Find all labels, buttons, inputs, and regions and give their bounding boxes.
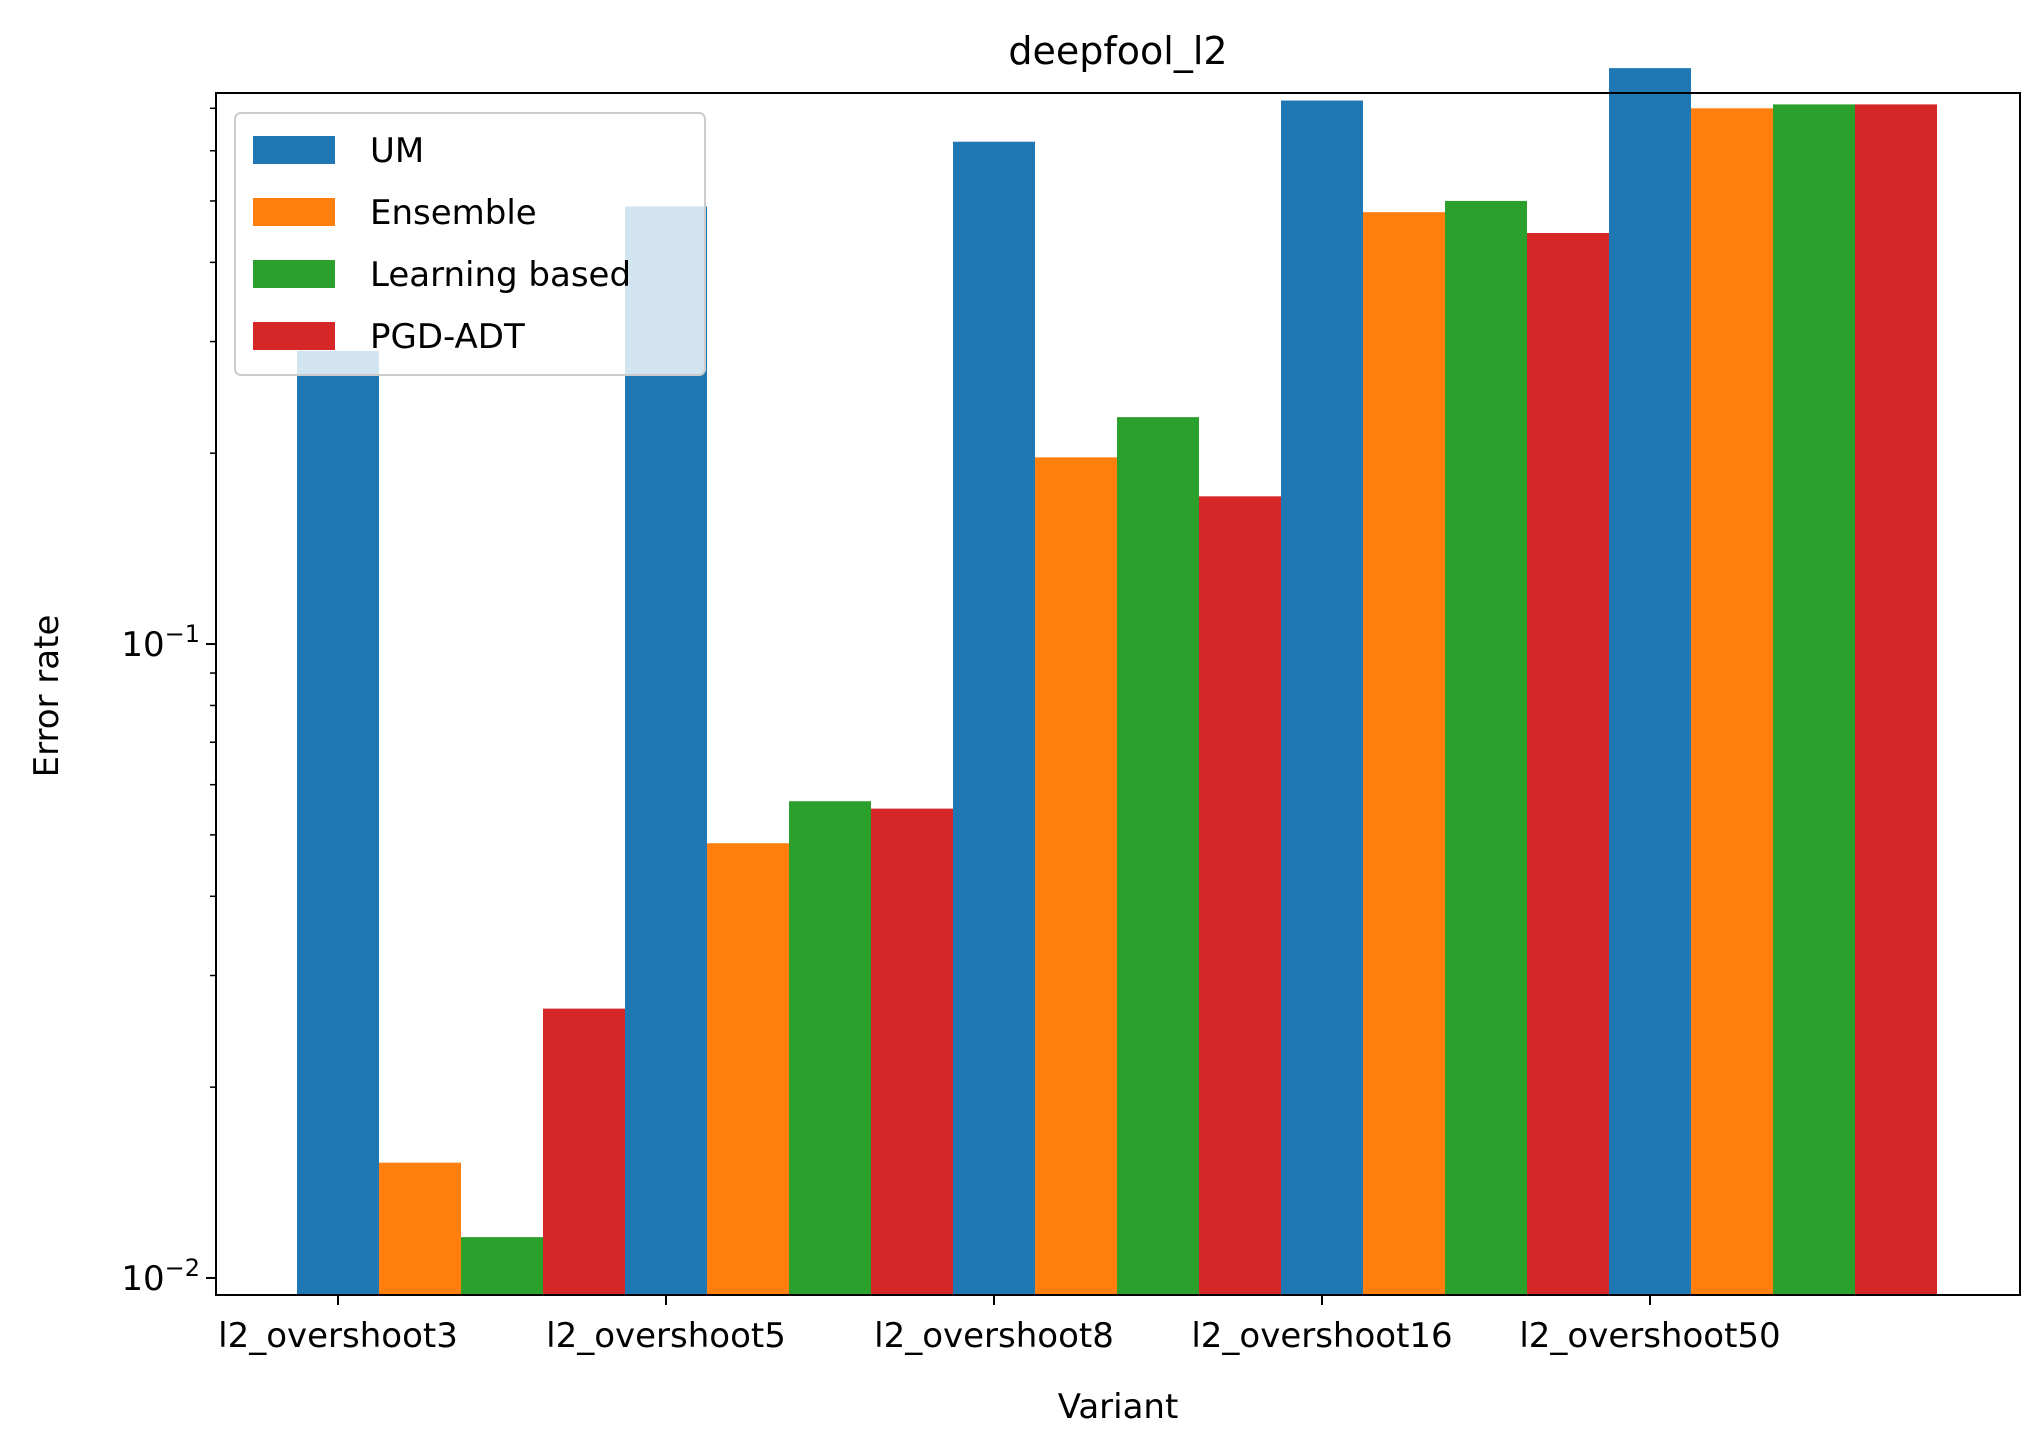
bar-learning-based-l2_overshoot5 [789, 801, 871, 1295]
x-tick-label: l2_overshoot5 [546, 1316, 786, 1356]
plot-frame [215, 92, 2021, 1296]
bar-ensemble-l2_overshoot3 [379, 1162, 461, 1295]
bar-pgd-adt-l2_overshoot8 [1199, 496, 1281, 1295]
legend-label: PGD-ADT [370, 317, 525, 357]
y-ticks: 10−1 10−2 [121, 107, 216, 1299]
bar-pgd-adt-l2_overshoot50 [1855, 104, 1937, 1295]
bar-um-l2_overshoot5 [625, 206, 707, 1295]
bar-um-l2_overshoot16 [1281, 100, 1363, 1295]
bar-um-l2_overshoot8 [953, 141, 1035, 1296]
x-ticks: l2_overshoot3 l2_overshoot5 l2_overshoot8 l… [218, 1295, 1781, 1356]
y-axis-label: Error rate [27, 615, 67, 778]
legend-items: UM Ensemble Learning based PGD-ADT [253, 131, 631, 357]
x-axis-label: Variant [1058, 1387, 1179, 1427]
bar-learning-based-l2_overshoot16 [1445, 200, 1527, 1295]
chart-title: deepfool_l2 [1008, 29, 1227, 73]
x-tick-label: l2_overshoot50 [1519, 1316, 1780, 1356]
bar-ensemble-l2_overshoot16 [1363, 212, 1445, 1295]
bar-pgd-adt-l2_overshoot5 [871, 808, 953, 1295]
bar-pgd-adt-l2_overshoot16 [1527, 233, 1609, 1295]
bar-ensemble-l2_overshoot8 [1035, 457, 1117, 1296]
bar-ensemble-l2_overshoot50 [1691, 108, 1773, 1296]
y-tick-label: 10−2 [121, 1254, 200, 1299]
legend-label: UM [370, 131, 424, 171]
bar-pgd-adt-l2_overshoot3 [543, 1008, 625, 1295]
legend-swatch-pgd-adt [253, 322, 335, 350]
legend-label: Learning based [370, 255, 631, 295]
bar-um-l2_overshoot50 [1609, 68, 1691, 1296]
legend: UM Ensemble Learning based PGD-ADT [234, 112, 706, 376]
legend-swatch-ensemble [253, 198, 335, 226]
legend-label: Ensemble [370, 193, 537, 233]
y-tick-label: 10−1 [121, 620, 200, 665]
bar-learning-based-l2_overshoot50 [1773, 104, 1855, 1295]
bars-group [297, 68, 1937, 1296]
bar-ensemble-l2_overshoot5 [707, 843, 789, 1295]
legend-swatch-um [253, 136, 335, 164]
legend-swatch-learning-based [253, 260, 335, 288]
bar-learning-based-l2_overshoot3 [461, 1237, 543, 1295]
x-tick-label: l2_overshoot16 [1191, 1316, 1452, 1356]
x-tick-label: l2_overshoot3 [218, 1316, 458, 1356]
x-tick-label: l2_overshoot8 [874, 1316, 1114, 1356]
bar-um-l2_overshoot3 [297, 350, 379, 1295]
legend-box [234, 112, 706, 376]
bar-learning-based-l2_overshoot8 [1117, 417, 1199, 1295]
